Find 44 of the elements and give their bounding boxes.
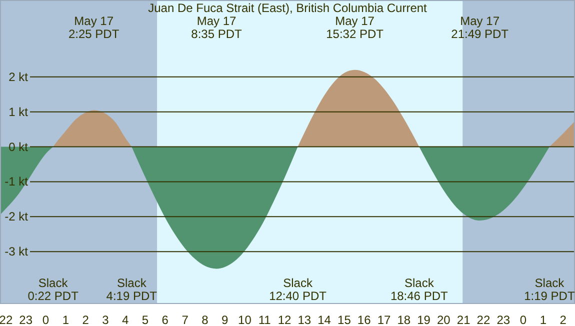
y-tick-label: 2 kt: [8, 70, 29, 84]
x-tick-label: 3: [102, 313, 110, 326]
x-tick-label: 17: [377, 313, 391, 326]
x-tick-label: 15: [338, 313, 352, 326]
annotation: May 17 2:25 PDT: [68, 14, 120, 41]
x-tick-label: 16: [357, 313, 372, 326]
x-tick-label: 13: [298, 313, 312, 326]
x-tick-label: 1: [62, 313, 70, 326]
x-tick-label: 23: [496, 313, 510, 326]
annotation: May 17 15:32 PDT: [326, 14, 384, 41]
x-tick-label: 20: [437, 313, 451, 326]
annotation: May 17 21:49 PDT: [451, 14, 510, 41]
x-tick-label: 6: [162, 313, 169, 326]
x-tick-label: 22: [0, 313, 13, 326]
x-tick-label: 0: [42, 313, 50, 326]
x-tick-label: 14: [318, 313, 332, 326]
x-tick-label: 19: [417, 313, 431, 326]
annotation: Slack 4:19 PDT: [106, 276, 158, 303]
x-tick-label: 11: [258, 313, 272, 326]
x-tick-label: 5: [142, 313, 149, 326]
annotation: Slack 18:46 PDT: [390, 276, 448, 303]
x-tick-label: 9: [221, 313, 228, 326]
y-tick-label: -2 kt: [4, 210, 29, 224]
annotation: Slack 12:40 PDT: [269, 276, 328, 303]
x-tick-label: 8: [202, 313, 209, 326]
y-tick-label: 1 kt: [8, 104, 29, 119]
y-tick-label: -1 kt: [4, 174, 29, 189]
x-tick-label: 4: [122, 313, 129, 326]
y-tick-label: -3 kt: [4, 244, 29, 259]
x-tick-label: 18: [397, 313, 411, 326]
x-tick-label: 2: [560, 313, 567, 326]
chart-title: Juan De Fuca Strait (East), British Columbia Current: [148, 1, 428, 15]
x-tick-label: 1: [540, 313, 547, 326]
x-tick-label: 12: [278, 313, 292, 326]
annotation: Slack 0:22 PDT: [28, 276, 80, 303]
x-tick-label: 10: [238, 313, 252, 326]
x-tick-label: 7: [182, 313, 189, 326]
x-tick-label: 23: [19, 313, 33, 326]
annotation: Slack 1:19 PDT: [524, 276, 575, 303]
x-tick-label: 22: [476, 313, 490, 326]
x-tick-label: 21: [456, 313, 471, 326]
x-tick-label: 2: [82, 313, 90, 326]
x-tick-label: 0: [520, 313, 527, 326]
annotation: May 17 8:35 PDT: [191, 14, 243, 41]
